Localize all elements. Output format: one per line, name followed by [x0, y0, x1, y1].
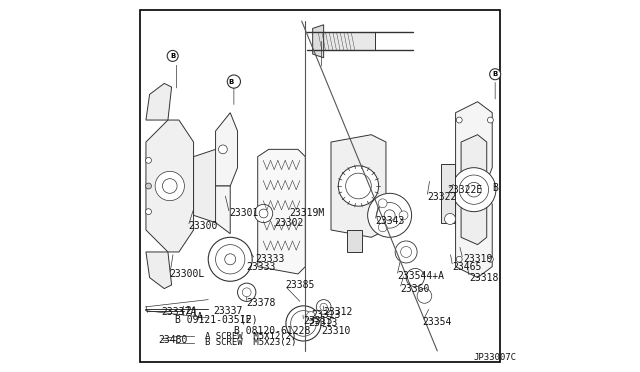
Text: 23354: 23354: [422, 317, 452, 327]
Text: 23310: 23310: [321, 326, 351, 336]
Polygon shape: [313, 25, 324, 58]
Circle shape: [406, 269, 424, 287]
Polygon shape: [193, 149, 223, 223]
Text: B: B: [493, 71, 498, 77]
Circle shape: [445, 214, 456, 224]
Text: 23337A: 23337A: [162, 307, 197, 317]
Circle shape: [378, 223, 387, 232]
Circle shape: [460, 175, 488, 204]
Circle shape: [307, 312, 316, 321]
Circle shape: [467, 182, 481, 197]
Circle shape: [311, 311, 322, 321]
Circle shape: [316, 299, 331, 314]
Text: 233544+A: 233544+A: [397, 271, 444, 281]
Text: B: B: [228, 78, 234, 84]
Text: 23313: 23313: [303, 316, 333, 326]
Polygon shape: [258, 149, 305, 274]
Text: 23337: 23337: [214, 305, 243, 315]
Polygon shape: [461, 135, 487, 245]
Polygon shape: [146, 120, 193, 252]
Circle shape: [320, 303, 327, 311]
Text: 23480: 23480: [159, 335, 188, 345]
Circle shape: [346, 173, 371, 199]
Circle shape: [395, 241, 417, 263]
Polygon shape: [348, 230, 362, 252]
Text: 23313: 23313: [312, 310, 341, 320]
Circle shape: [237, 283, 256, 301]
Text: A: A: [196, 312, 202, 322]
Circle shape: [145, 209, 152, 215]
Text: 23312: 23312: [324, 307, 353, 317]
Text: B 08120-61228: B 08120-61228: [234, 326, 310, 336]
Text: 23385: 23385: [285, 280, 314, 290]
Polygon shape: [216, 186, 230, 234]
Circle shape: [490, 69, 500, 80]
Text: 23322: 23322: [427, 192, 456, 202]
Text: 23300L: 23300L: [170, 269, 205, 279]
Circle shape: [339, 166, 379, 206]
Polygon shape: [331, 135, 386, 237]
Text: 23343: 23343: [375, 216, 404, 226]
Text: 23319M: 23319M: [289, 208, 324, 218]
Circle shape: [456, 256, 462, 262]
Circle shape: [216, 245, 245, 274]
Circle shape: [291, 311, 316, 336]
Text: A SCREW  M5X12(2): A SCREW M5X12(2): [205, 332, 296, 341]
Text: 23301: 23301: [230, 208, 259, 218]
Circle shape: [286, 306, 321, 341]
Circle shape: [488, 117, 493, 123]
Bar: [441, 164, 455, 223]
Circle shape: [243, 288, 251, 296]
Circle shape: [218, 145, 227, 154]
Text: B: B: [492, 183, 498, 193]
Circle shape: [208, 237, 252, 281]
Text: JP33007C: JP33007C: [474, 353, 517, 362]
Text: 23322E: 23322E: [447, 185, 483, 195]
Text: 23333: 23333: [255, 254, 285, 264]
Circle shape: [255, 204, 273, 223]
Circle shape: [456, 117, 462, 123]
Circle shape: [227, 75, 241, 88]
Circle shape: [401, 247, 412, 257]
Circle shape: [399, 211, 408, 220]
Circle shape: [377, 202, 403, 228]
Polygon shape: [216, 113, 237, 186]
Polygon shape: [456, 102, 492, 278]
Text: 23300: 23300: [188, 221, 218, 231]
Circle shape: [167, 51, 178, 61]
Circle shape: [452, 168, 496, 212]
Circle shape: [488, 256, 493, 262]
Circle shape: [417, 289, 432, 303]
Text: 23360: 23360: [400, 283, 429, 294]
Text: 23313: 23313: [308, 318, 337, 328]
Circle shape: [225, 254, 236, 265]
Circle shape: [155, 171, 184, 201]
Text: B: B: [170, 53, 175, 59]
Text: 23318: 23318: [470, 273, 499, 283]
Text: 23378: 23378: [246, 298, 276, 308]
Circle shape: [367, 193, 412, 237]
Circle shape: [384, 210, 395, 221]
Text: B 09121-0351F: B 09121-0351F: [175, 315, 251, 326]
Circle shape: [259, 209, 268, 218]
Text: 23302: 23302: [274, 218, 303, 228]
Circle shape: [145, 183, 152, 189]
Circle shape: [163, 179, 177, 193]
Text: (2): (2): [241, 315, 258, 325]
Text: 23333: 23333: [246, 262, 276, 272]
Text: 23465: 23465: [452, 262, 482, 272]
Polygon shape: [316, 32, 375, 51]
Text: (2): (2): [180, 305, 198, 315]
Text: B SCREW  M5X23(2): B SCREW M5X23(2): [205, 339, 296, 347]
Polygon shape: [146, 83, 172, 120]
Circle shape: [378, 199, 387, 208]
Text: 23319: 23319: [463, 254, 492, 264]
Polygon shape: [146, 252, 172, 289]
Circle shape: [145, 157, 152, 163]
